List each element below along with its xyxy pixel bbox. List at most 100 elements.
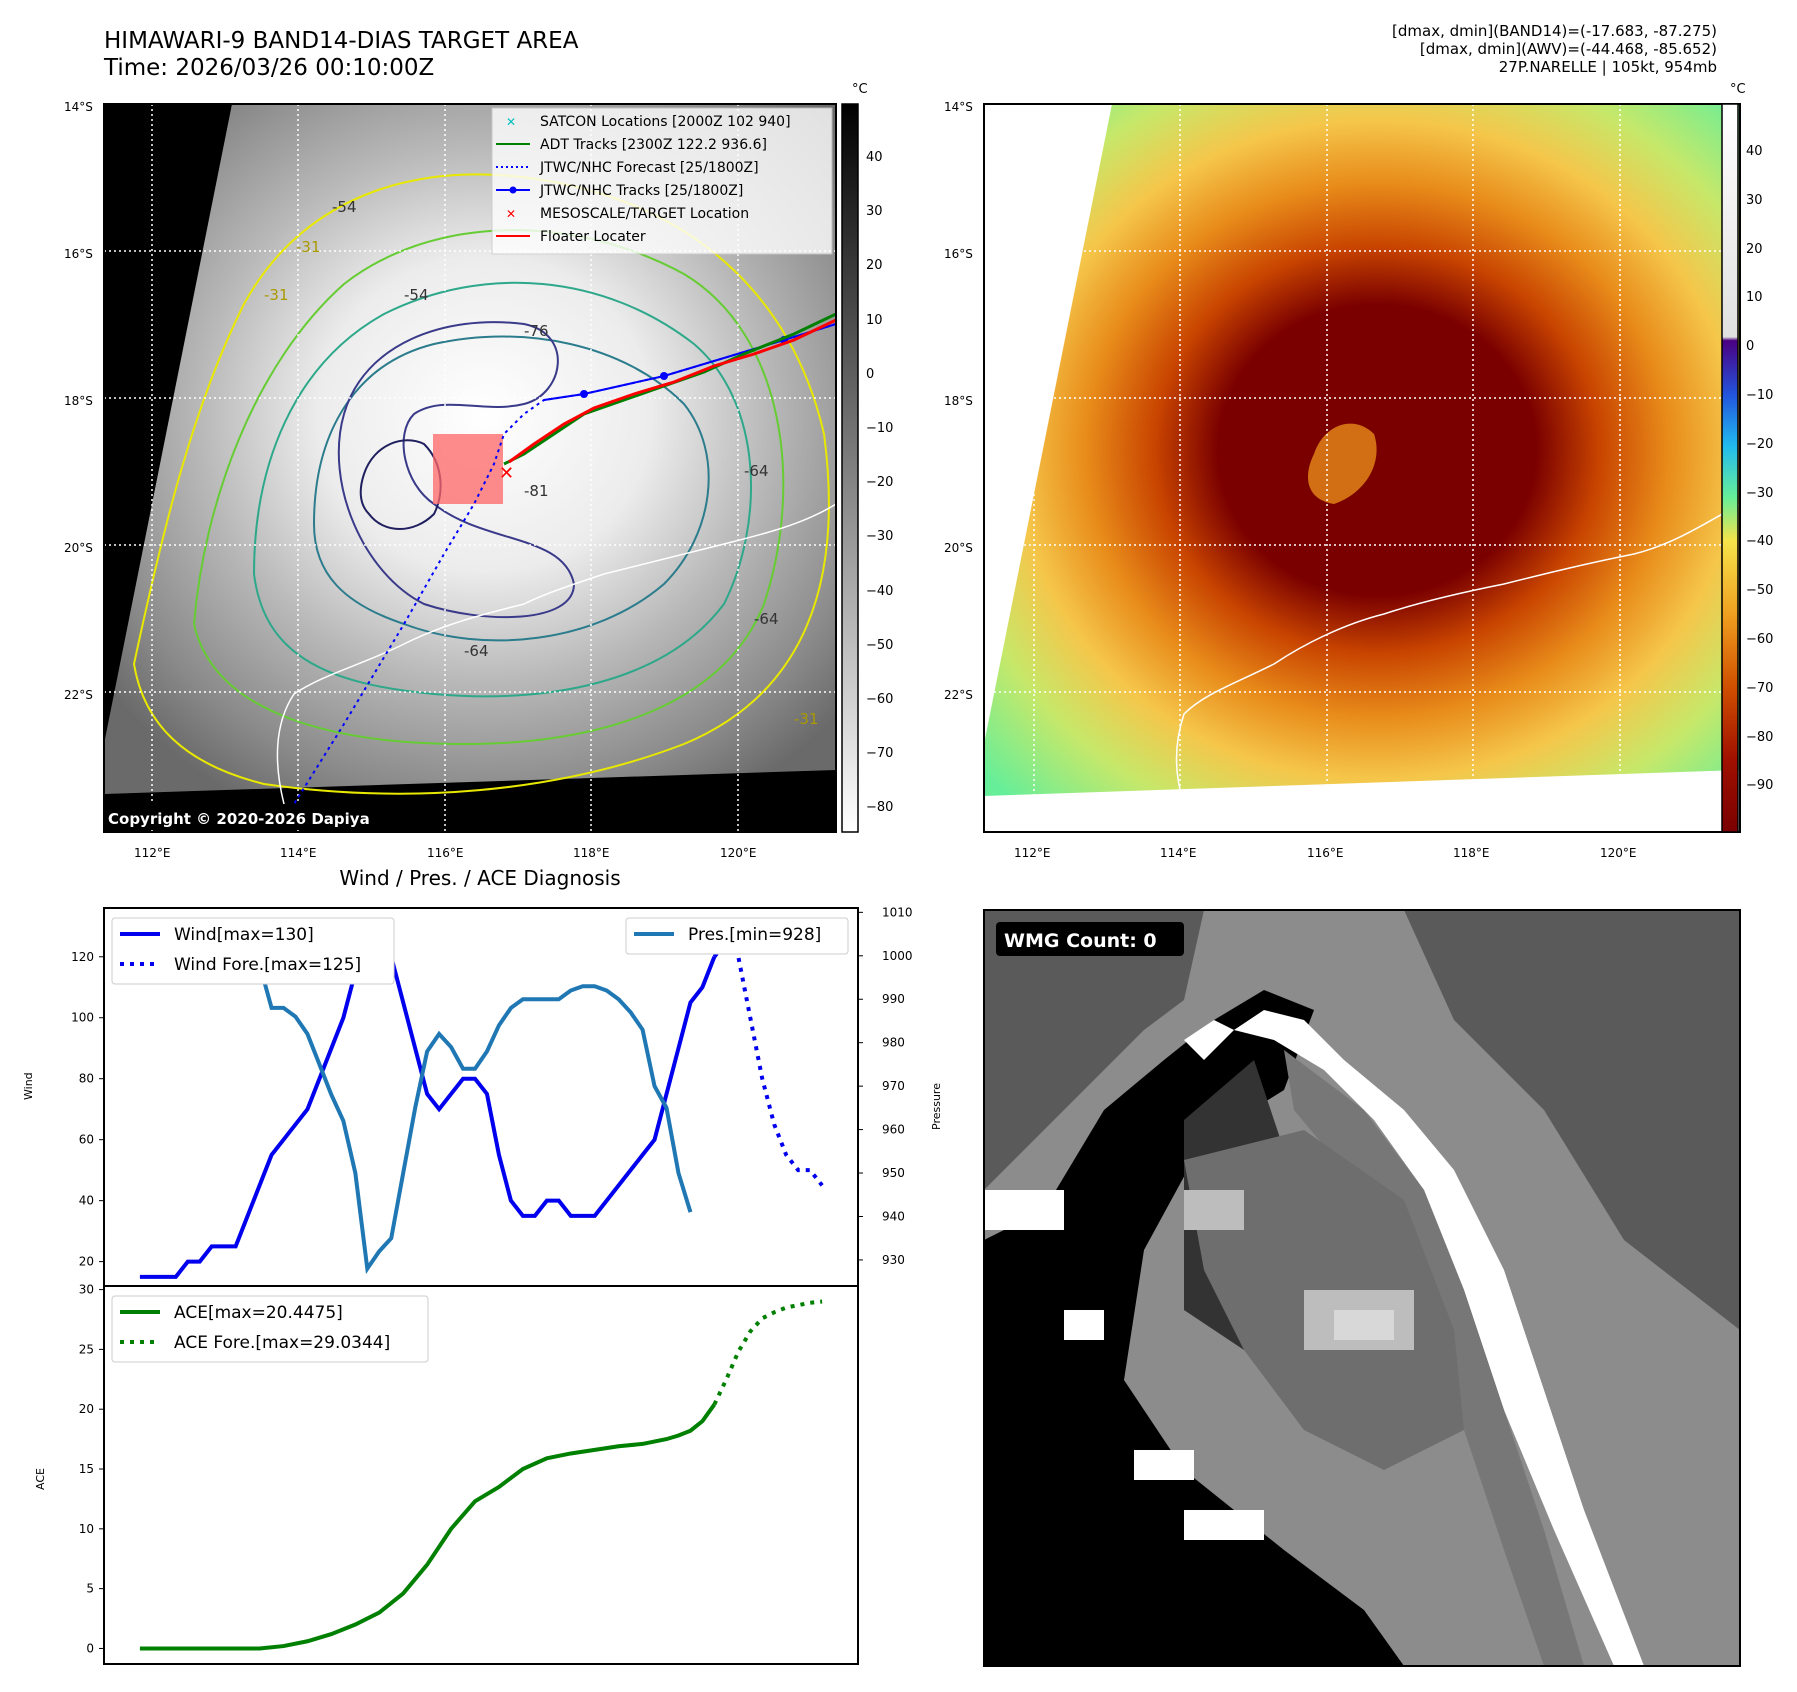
wind-tick-label: 20 <box>79 1255 94 1269</box>
gray-colorbar-tick: −70 <box>866 746 894 762</box>
color-colorbar-tick: 10 <box>1746 290 1763 306</box>
figure-title: HIMAWARI-9 BAND14-DIAS TARGET AREA Time:… <box>104 28 578 82</box>
storm-info: [dmax, dmin](BAND14)=(-17.683, -87.275) … <box>1392 22 1717 76</box>
ace-legend-box <box>111 1295 429 1363</box>
ace-series-line-0 <box>139 1403 717 1651</box>
series-line-0 <box>139 921 717 1279</box>
contour-label: -54 <box>404 286 429 304</box>
contour-label: -31 <box>264 286 289 304</box>
color-colorbar-tick: 0 <box>1746 339 1755 355</box>
contour-label: -64 <box>754 610 779 628</box>
diagnosis-title: Wind / Pres. / ACE Diagnosis <box>339 866 621 890</box>
legend-jtwc-forecast: JTWC/NHC Forecast [25/1800Z] <box>539 160 759 176</box>
pres-legend-box <box>625 917 849 955</box>
pressure-tick-label: 1010 <box>882 905 913 919</box>
wind-legend-box <box>111 917 395 985</box>
awv-map <box>983 103 1741 833</box>
pressure-tick-label: 950 <box>882 1166 905 1180</box>
gray-colorbar-unit: °C <box>852 82 868 97</box>
color-colorbar-tick: −20 <box>1746 436 1774 452</box>
lat-label: 18°S <box>944 394 973 408</box>
color-colorbar-tick: −10 <box>1746 388 1774 403</box>
contour-label: -81 <box>524 482 549 500</box>
color-colorbar-tick: −40 <box>1746 534 1774 550</box>
legend-floater: Floater Locater <box>540 229 646 245</box>
svg-text:✕: ✕ <box>506 207 516 221</box>
wind-tick-label: 60 <box>79 1133 94 1147</box>
color-colorbar-tick: 30 <box>1746 192 1763 208</box>
ace-tick-label: 20 <box>79 1402 94 1416</box>
floater-track <box>508 318 837 464</box>
pressure-tick-label: 970 <box>882 1079 905 1093</box>
pressure-tick-label: 930 <box>882 1253 905 1267</box>
gray-colorbar-tick: 40 <box>866 150 883 165</box>
gray-colorbar-tick: 0 <box>866 366 875 382</box>
map-legend: ✕ SATCON Locations [2000Z 102 940] ADT T… <box>491 107 833 255</box>
wmg-panel: WMG Count: 0 <box>983 909 1741 1667</box>
color-colorbar-tick: −90 <box>1746 778 1774 794</box>
lon-label: 118°E <box>573 846 610 860</box>
ace-tick-label: 30 <box>79 1283 94 1297</box>
contour-label: -64 <box>464 642 489 660</box>
pres-legend-label: Pres.[min=928] <box>688 925 821 945</box>
color-colorbar-tick: −70 <box>1746 680 1774 696</box>
lon-label: 120°E <box>720 846 757 860</box>
coastline <box>276 503 837 805</box>
color-colorbar-tick: −60 <box>1746 632 1774 647</box>
gray-colorbar-tick: −10 <box>866 421 894 436</box>
contour-label: -54 <box>332 198 357 216</box>
lat-label: 16°S <box>944 247 973 261</box>
legend-jtwc-tracks: JTWC/NHC Tracks [25/1800Z] <box>539 183 743 199</box>
ace-legend-label: ACE[max=20.4475] <box>174 1303 343 1323</box>
lon-label: 114°E <box>1160 846 1197 860</box>
ace-fore-legend-label: ACE Fore.[max=29.0344] <box>174 1333 390 1353</box>
pressure-tick-label: 980 <box>882 1036 905 1050</box>
gray-colorbar-tick: −60 <box>866 692 894 707</box>
color-colorbar-tick: −30 <box>1746 485 1774 501</box>
lat-label: 20°S <box>64 541 93 555</box>
ace-series-line-1 <box>712 1299 823 1406</box>
series-line-1 <box>712 938 824 1187</box>
pressure-tick-label: 1000 <box>882 949 913 963</box>
legend-satcon: SATCON Locations [2000Z 102 940] <box>540 114 791 130</box>
info-line-3: 27P.NARELLE | 105kt, 954mb <box>1498 58 1717 76</box>
gray-colorbar-tick: −50 <box>866 637 894 653</box>
lat-label: 18°S <box>64 394 93 408</box>
wind-tick-label: 40 <box>79 1194 94 1208</box>
info-line-2: [dmax, dmin](AWV)=(-44.468, -85.652) <box>1419 40 1717 58</box>
title-line-2: Time: 2026/03/26 00:10:00Z <box>104 55 435 81</box>
svg-text:✕: ✕ <box>499 463 514 484</box>
ace-tick-label: 5 <box>86 1582 94 1596</box>
info-line-1: [dmax, dmin](BAND14)=(-17.683, -87.275) <box>1392 22 1717 40</box>
gray-colorbar-tick: −40 <box>866 583 894 599</box>
color-colorbar-tick: 40 <box>1746 144 1763 159</box>
gray-colorbar-tick: 10 <box>866 312 883 328</box>
gray-colorbar-tick: 20 <box>866 258 883 274</box>
contour-label: -64 <box>744 462 769 480</box>
lon-label: 116°E <box>427 846 464 860</box>
lon-label: 118°E <box>1453 846 1490 860</box>
pressure-tick-label: 940 <box>882 1209 905 1223</box>
contour-label: -76 <box>524 322 549 340</box>
color-colorbar <box>1721 103 1739 833</box>
legend-adt: ADT Tracks [2300Z 122.2 936.6] <box>540 137 767 153</box>
svg-text:✕: ✕ <box>506 115 516 129</box>
band14-map: ✕ -54 -54 -31 -31 -76 -64 -81 -64 -31 -6… <box>103 103 837 833</box>
ace-tick-label: 25 <box>79 1342 94 1356</box>
copyright: Copyright © 2020-2026 Dapiya <box>108 810 370 828</box>
jtwc-track <box>543 323 837 401</box>
title-line-1: HIMAWARI-9 BAND14-DIAS TARGET AREA <box>104 28 579 54</box>
lat-label: 20°S <box>944 541 973 555</box>
lat-label: 14°S <box>64 100 93 114</box>
wind-fore-legend-label: Wind Fore.[max=125] <box>174 955 361 975</box>
gray-colorbar-tick: −30 <box>866 529 894 545</box>
adt-track <box>503 312 837 466</box>
lon-label: 116°E <box>1307 846 1344 860</box>
gray-colorbar-tick: −20 <box>866 475 894 491</box>
lon-label: 112°E <box>134 846 171 860</box>
lat-label: 22°S <box>944 688 973 702</box>
lat-label: 14°S <box>944 100 973 114</box>
ace-tick-label: 10 <box>79 1522 94 1536</box>
color-colorbar-tick: −50 <box>1746 583 1774 599</box>
